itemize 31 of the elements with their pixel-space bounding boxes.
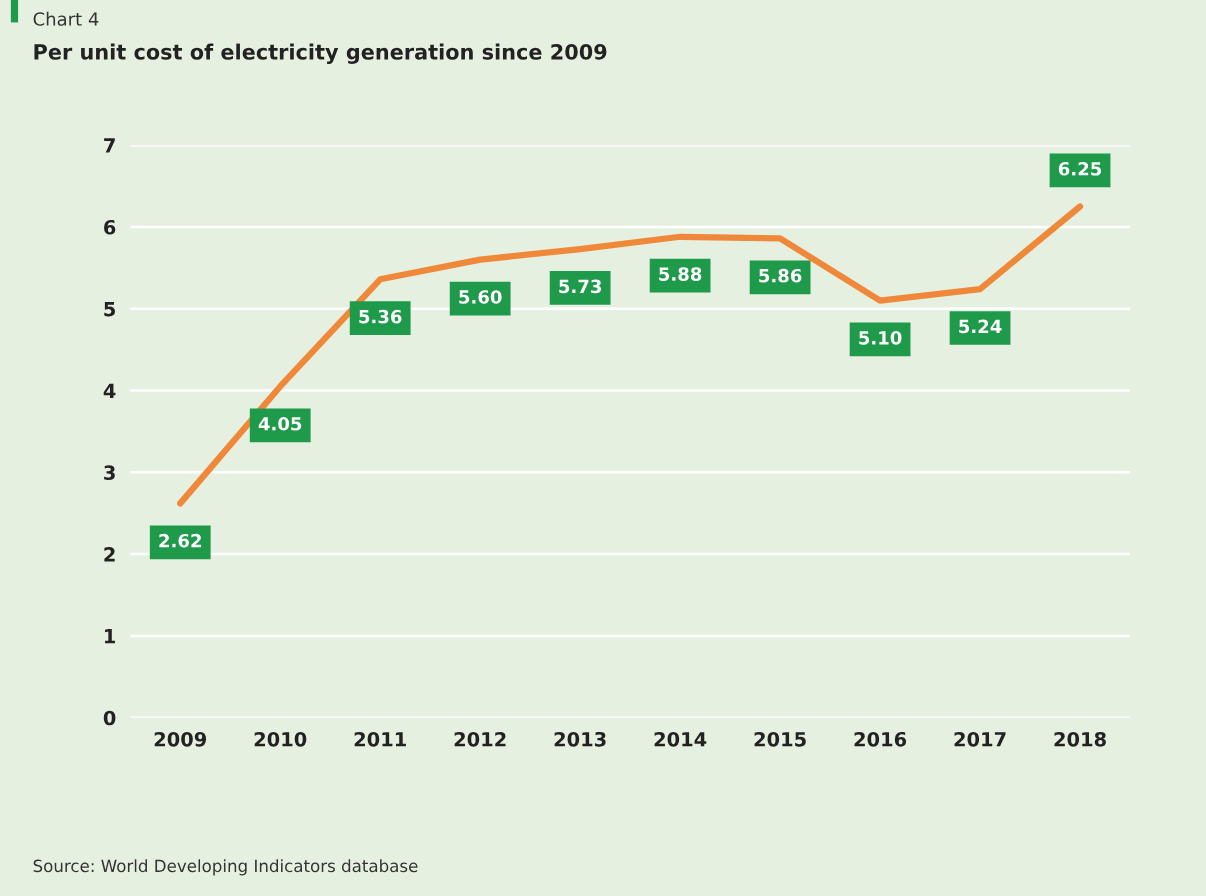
data-label: 5.10 xyxy=(859,331,902,345)
chart-title: Chart 4 xyxy=(33,11,99,26)
y-tick-label: 4 xyxy=(103,383,116,398)
x-tick-label: 2015 xyxy=(754,731,806,747)
x-tick-label: 2018 xyxy=(1054,731,1106,747)
data-label: 5.73 xyxy=(559,279,601,294)
data-label: 5.24 xyxy=(959,319,1002,334)
x-tick-label: 2012 xyxy=(454,731,506,747)
y-tick-label: 6 xyxy=(104,219,116,235)
x-tick-label: 2011 xyxy=(354,731,406,747)
data-label: 5.36 xyxy=(359,309,402,324)
y-tick-label: 2 xyxy=(104,547,115,562)
x-tick-label: 2017 xyxy=(954,731,1006,747)
x-tick-label: 2013 xyxy=(554,731,606,747)
x-tick-label: 2010 xyxy=(254,731,307,747)
y-tick-label: 5 xyxy=(104,301,115,317)
x-tick-label: 2016 xyxy=(854,731,907,747)
data-label: 5.86 xyxy=(759,268,802,283)
data-label: 5.60 xyxy=(459,290,502,304)
y-tick-label: 7 xyxy=(104,138,115,153)
y-tick-label: 3 xyxy=(104,465,115,480)
data-label: 6.25 xyxy=(1058,161,1102,176)
chart-subtitle: Per unit cost of electricity generation since 2009 xyxy=(34,43,607,64)
data-label: 5.88 xyxy=(659,267,702,281)
data-label: 2.62 xyxy=(159,533,201,548)
data-label: 4.05 xyxy=(258,416,302,431)
y-tick-label: 1 xyxy=(105,629,116,644)
x-tick-label: 2009 xyxy=(154,731,207,747)
source-note: Source: World Developing Indicators database xyxy=(33,859,418,876)
y-tick-label: 0 xyxy=(103,710,116,726)
x-tick-label: 2014 xyxy=(654,731,707,747)
